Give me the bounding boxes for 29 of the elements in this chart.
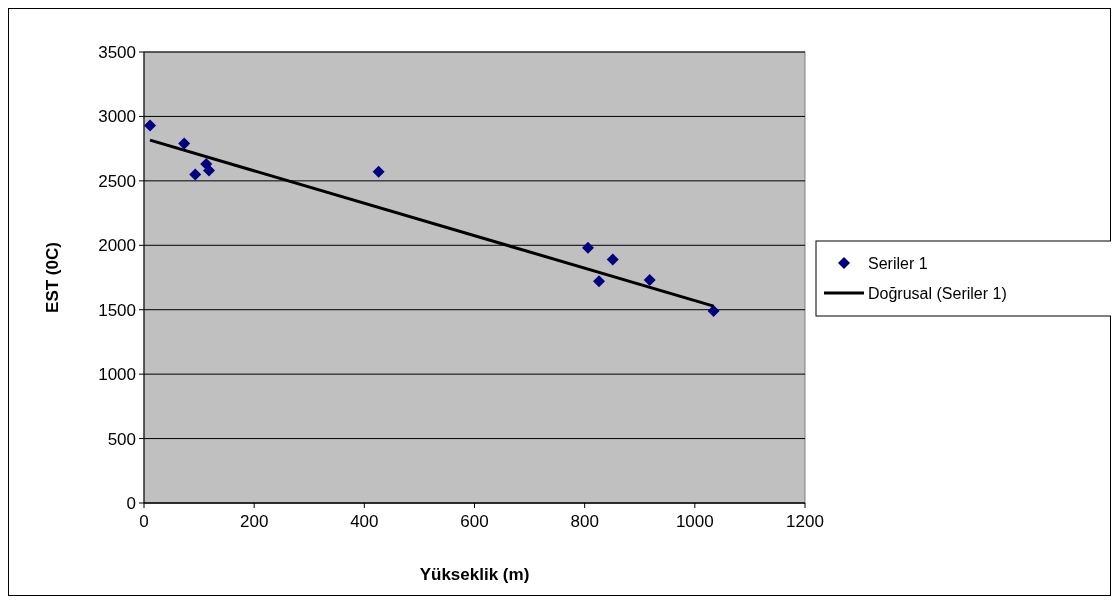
x-tick-label: 0 — [139, 512, 149, 531]
y-tick-label: 1500 — [98, 300, 136, 320]
y-tick-label: 2500 — [98, 171, 136, 191]
x-tick-label: 800 — [570, 512, 599, 531]
y-axis-title: EST (0C) — [43, 242, 62, 313]
point — [606, 253, 619, 266]
x-tick-label: 400 — [350, 512, 379, 531]
x-axis-title: Yükseklik (m) — [419, 565, 530, 584]
x-tick-label: 200 — [239, 512, 269, 531]
point — [707, 305, 720, 317]
y-tick-label: 3500 — [98, 42, 136, 62]
x-tick-label: 1200 — [786, 512, 824, 531]
point — [189, 168, 202, 181]
legend-label: Doğrusal (Seriler 1) — [868, 284, 1007, 302]
point — [203, 164, 215, 177]
point — [178, 137, 191, 150]
point — [144, 119, 157, 132]
y-tick-label: 0 — [126, 493, 136, 513]
y-tick-label: 2000 — [98, 236, 136, 256]
y-tick-label: 500 — [107, 429, 136, 449]
point — [372, 165, 385, 178]
point — [592, 275, 605, 288]
point — [643, 274, 656, 287]
y-tick-label: 1000 — [98, 365, 136, 385]
x-tick-label: 600 — [460, 512, 489, 531]
legend-label: Seriler 1 — [868, 254, 928, 272]
y-tick-label: 3000 — [98, 107, 136, 127]
x-tick-label: 1000 — [675, 512, 714, 531]
point — [581, 241, 594, 254]
